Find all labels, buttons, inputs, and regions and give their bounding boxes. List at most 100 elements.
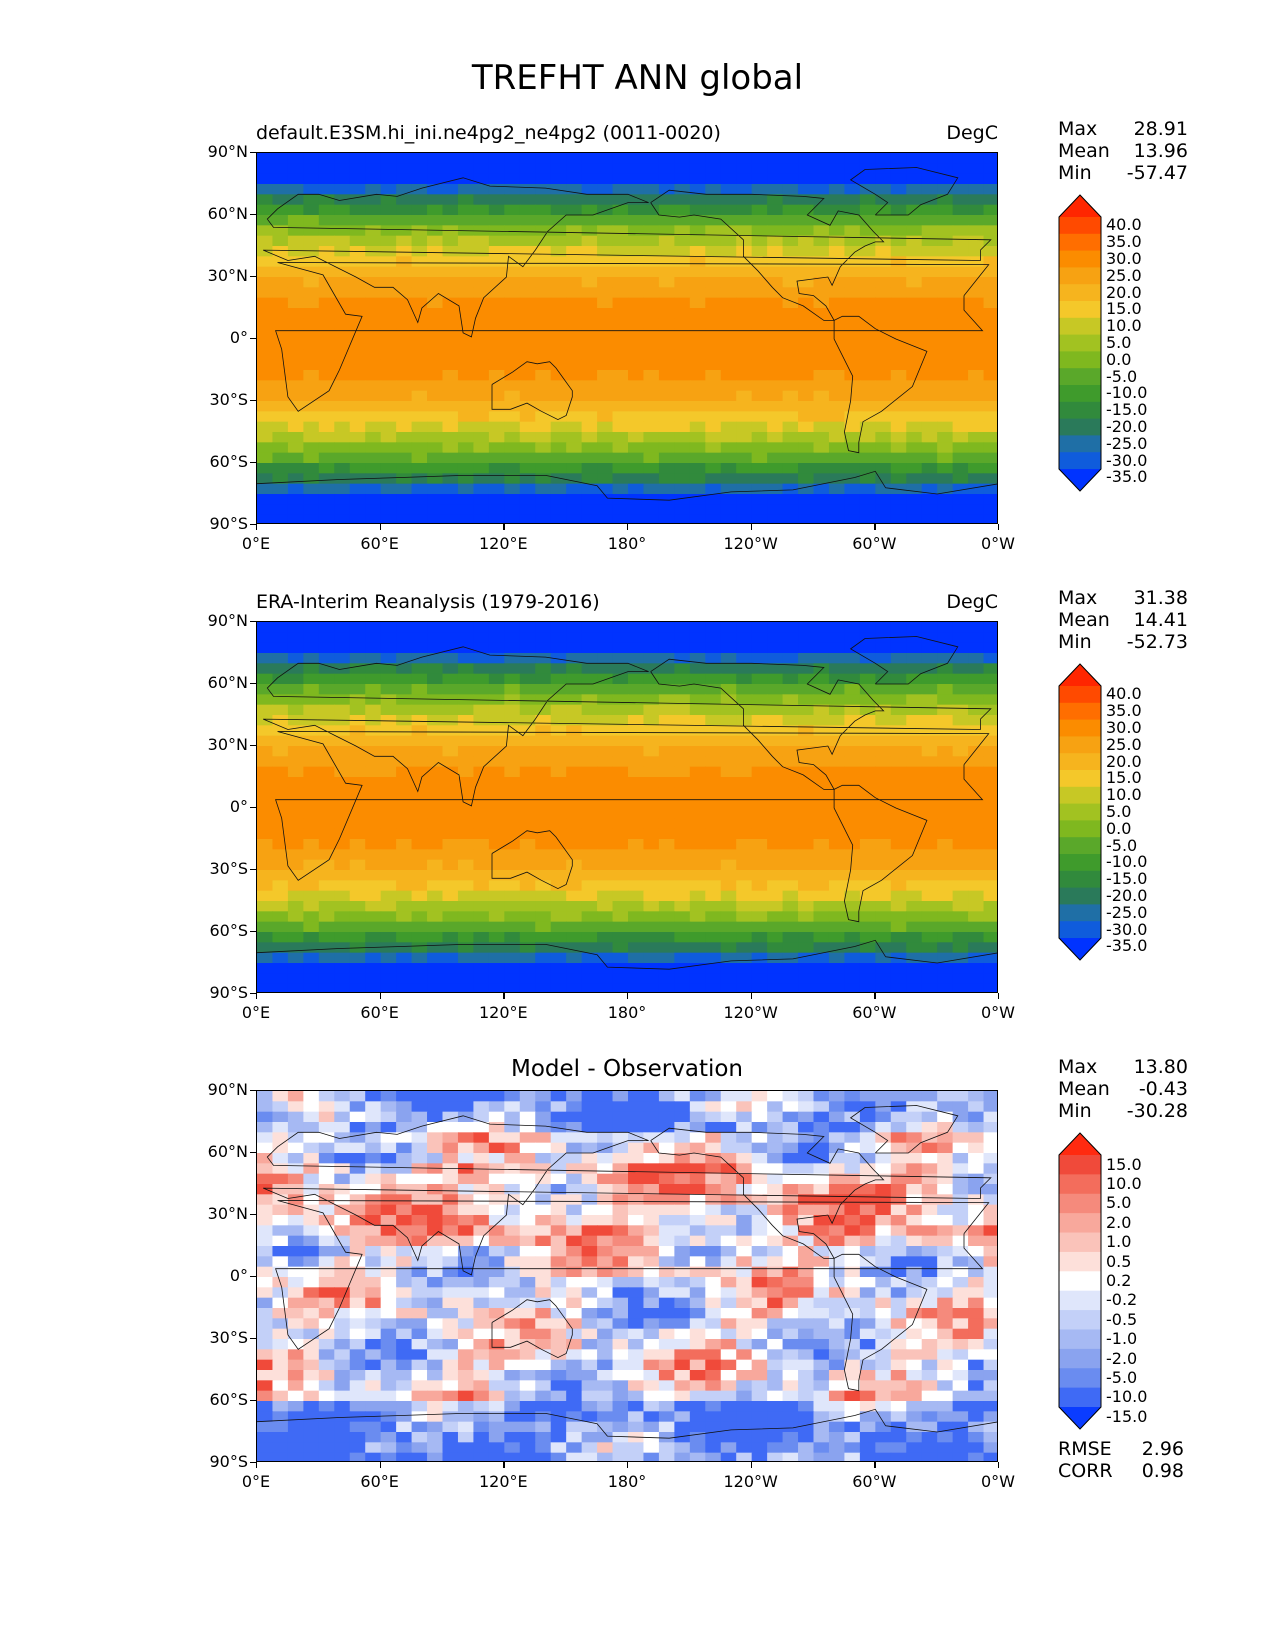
map-cell [303,653,320,664]
map-cell [751,163,768,175]
map-cell [844,452,861,464]
map-cell [628,704,645,716]
map-cell [473,235,490,247]
map-cell [504,473,521,485]
map-cell [442,952,459,964]
map-cell [303,514,320,523]
map-cell [349,1297,366,1309]
map-cell [488,1380,505,1392]
map-cell [828,504,846,516]
map-cell [457,246,475,257]
map-cell [689,983,706,992]
map-cell [597,287,614,299]
map-cell [674,818,691,830]
map-cell [303,1132,320,1144]
map-cell [488,266,505,278]
map-cell [442,880,459,892]
map-cell [828,318,846,330]
map-cell [952,1349,969,1361]
map-cell [473,932,490,943]
map-cell [798,1246,815,1257]
map-cell [952,932,969,943]
map-cell [937,942,954,954]
colorbar-level-label: -10.0 [1106,383,1148,403]
map-cell [968,870,985,881]
map-cell [968,421,985,433]
map-cell [287,349,304,361]
map-cell [287,297,304,309]
map-cell [968,1091,985,1102]
map-cell [844,1339,861,1350]
map-cell [550,256,567,268]
map-cell [272,890,289,902]
map-cell [566,349,583,361]
map-cell [828,983,846,992]
map-cell [597,735,614,747]
map-cell [890,870,907,881]
map-cell [968,859,985,871]
map-cell [952,246,969,257]
map-cell [844,504,861,516]
map-cell [396,735,413,747]
lat-tick-mark [250,152,256,154]
map-cell [921,777,938,788]
map-cell [798,859,815,871]
map-cell [736,942,753,954]
map-cell [427,653,444,664]
stat-max: Max 28.91 [1058,118,1188,140]
map-cell [767,514,784,523]
map-cell [257,421,274,433]
map-cell [334,1266,351,1278]
map-cell [643,1287,660,1299]
map-cell [813,1173,830,1185]
map-cell [628,1235,645,1247]
map-cell [736,225,753,237]
map-cell [411,266,428,278]
map-cell [535,1225,552,1237]
map-cell [736,339,753,350]
map-cell [798,952,815,964]
map-cell [334,777,351,788]
map-cell [705,1163,722,1175]
map-cell [875,308,892,319]
map-cell [473,514,490,523]
map-cell [968,932,985,943]
map-cell [442,663,459,675]
map-cell [427,756,444,768]
map-cell [411,153,428,164]
map-cell [906,1204,923,1216]
map-cell [442,235,459,247]
map-cell [674,859,691,871]
map-cell [303,880,320,892]
map-cell [272,735,289,747]
map-cell [736,642,753,654]
map-cell [844,163,861,175]
map-cell [612,1308,629,1319]
map-cell [859,194,876,206]
map-cell [658,1370,675,1381]
map-cell [427,504,444,516]
map-cell [272,839,289,850]
map-cell [767,1101,784,1113]
map-cell [380,359,397,371]
map-cell [411,890,428,902]
map-cell [504,1359,521,1371]
map-cell [535,694,552,706]
map-cell [519,870,536,881]
map-cell [396,452,413,464]
lon-tick-mark [627,993,629,999]
map-cell [937,746,954,757]
map-cell [272,452,289,464]
map-cell [782,411,799,423]
map-cell [674,163,691,175]
map-cell [859,642,876,654]
map-cell [334,328,351,340]
map-cell [566,777,583,788]
map-cell [257,349,274,361]
map-cell [597,1225,614,1237]
map-cell [628,1111,645,1123]
map-cell [906,684,923,695]
map-cell [612,215,629,226]
map-cell [674,1328,691,1340]
map-cell [828,1215,846,1226]
